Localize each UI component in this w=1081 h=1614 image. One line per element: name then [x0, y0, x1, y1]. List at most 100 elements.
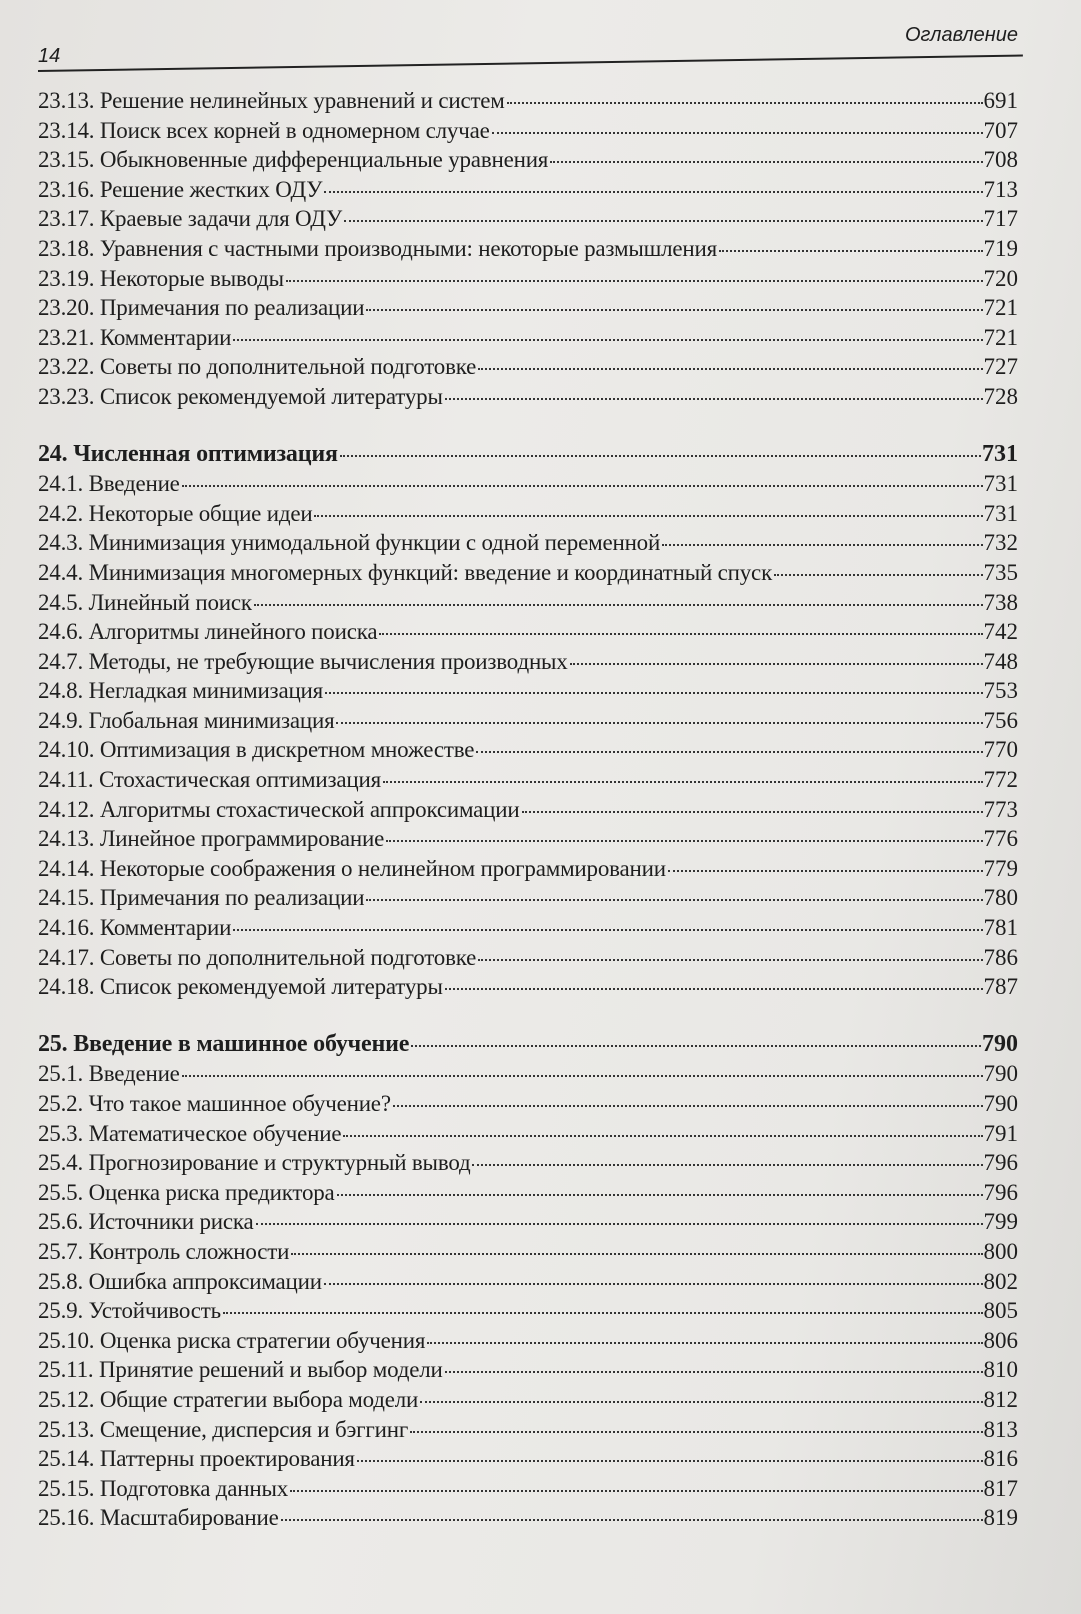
entry-number: 23.23. [38, 383, 95, 409]
entry-number: 24.5. [38, 589, 84, 615]
entry-text: Принятие решений и выбор модели [99, 1357, 443, 1383]
entry-number: 25.3. [38, 1120, 84, 1146]
entry-page: 735 [983, 559, 1019, 585]
entry-title: 25.1. Введение [38, 1059, 180, 1089]
toc-entry: 24.10. Оптимизация в дискретном множеств… [38, 735, 1018, 765]
entry-page: 800 [983, 1238, 1019, 1264]
entry-number: 24.15. [38, 885, 95, 911]
entry-page: 753 [983, 678, 1019, 704]
entry-title: 23.18. Уравнения с частными производными… [38, 234, 717, 264]
entry-text: Оценка риска стратегии обучения [99, 1327, 426, 1353]
toc-entry: 24.15. Примечания по реализации 780 [38, 883, 1018, 913]
entry-text: Введение [88, 1061, 180, 1087]
entry-title: 24.2. Некоторые общие идеи [38, 499, 313, 529]
entry-title: 24.13. Линейное программирование [38, 824, 384, 854]
entry-number: 25.1. [38, 1061, 84, 1087]
dot-leader [478, 958, 983, 961]
toc-entry: 24.17. Советы по дополнительной подготов… [38, 943, 1018, 973]
dot-leader [444, 1371, 983, 1374]
entry-title: 24.17. Советы по дополнительной подготов… [38, 943, 476, 973]
toc-entry: 23.16. Решение жестких ОДУ 713 [38, 175, 1018, 205]
dot-leader [253, 603, 983, 606]
toc-entry: 25.8. Ошибка аппроксимации 802 [38, 1267, 1018, 1297]
entry-number: 24.10. [38, 737, 95, 763]
entry-title: 23.15. Обыкновенные дифференциальные ура… [38, 145, 548, 175]
entry-text: Примечания по реализации [99, 885, 365, 911]
entry-number: 25.5. [38, 1179, 84, 1205]
entry-text: Некоторые общие идеи [88, 500, 313, 526]
toc-entry: 24.7. Методы, не требующие вычисления пр… [38, 647, 1018, 677]
dot-leader [324, 190, 983, 193]
entry-text: Негладкая минимизация [88, 678, 324, 704]
entry-title: 25.9. Устойчивость [38, 1296, 221, 1326]
dot-leader [280, 1519, 983, 1522]
dot-leader [336, 721, 983, 724]
entry-text: Численная оптимизация [73, 440, 338, 467]
entry-text: Минимизация унимодальной функции с одной… [88, 530, 661, 556]
toc-entry: 24.9. Глобальная минимизация 756 [38, 706, 1018, 736]
entry-text: Подготовка данных [99, 1475, 289, 1501]
entry-text: Поиск всех корней в одномерном случае [99, 117, 490, 143]
entry-text: Некоторые соображения о нелинейном прогр… [99, 855, 666, 881]
entry-number: 25. [38, 1030, 68, 1057]
dot-leader [222, 1312, 983, 1315]
entry-page: 731 [983, 500, 1019, 526]
toc-entry: 24.4. Минимизация многомерных функций: в… [38, 558, 1018, 588]
toc-entry: 25.13. Смещение, дисперсия и бэггинг 813 [38, 1415, 1018, 1445]
toc-entry: 24.12. Алгоритмы стохастической аппрокси… [38, 795, 1018, 825]
entry-title: 24.6. Алгоритмы линейного поиска [38, 617, 378, 647]
dot-leader [392, 1105, 983, 1107]
chapter-spacer [38, 412, 1018, 440]
entry-number: 25.16. [38, 1505, 95, 1531]
entry-page: 732 [983, 530, 1019, 556]
entry-title: 25.14. Паттерны проектирования [38, 1444, 355, 1474]
toc-entry: 23.13. Решение нелинейных уравнений и си… [38, 86, 1018, 116]
toc-entry: 24.16. Комментарии 781 [38, 913, 1018, 943]
entry-number: 25.7. [38, 1238, 84, 1264]
entry-text: Линейный поиск [88, 589, 252, 615]
entry-number: 25.8. [38, 1268, 84, 1294]
entry-page: 742 [983, 619, 1019, 645]
dot-leader [427, 1341, 983, 1344]
entry-page: 773 [983, 796, 1019, 822]
dot-leader [366, 309, 983, 312]
entry-number: 25.11. [38, 1357, 94, 1383]
entry-number: 24.2. [38, 500, 84, 526]
dot-leader [233, 929, 983, 932]
dot-leader [521, 810, 983, 813]
dot-leader [233, 338, 983, 341]
running-section-title: Оглавление [904, 24, 1018, 46]
entry-page: 728 [983, 383, 1019, 409]
toc-entry: 25.9. Устойчивость 805 [38, 1296, 1018, 1326]
toc-entry: 25.12. Общие стратегии выбора модели 812 [38, 1385, 1018, 1415]
entry-number: 24.17. [38, 944, 95, 970]
entry-number: 23.14. [38, 117, 95, 143]
chapter-spacer [38, 1002, 1018, 1030]
entry-number: 23.13. [38, 88, 95, 113]
entry-page: 772 [983, 767, 1019, 793]
entry-page: 790 [983, 1091, 1019, 1116]
entry-title: 23.22. Советы по дополнительной подготов… [38, 352, 476, 382]
entry-text: Советы по дополнительной подготовке [99, 354, 477, 380]
entry-text: Ошибка аппроксимации [88, 1268, 322, 1294]
entry-title: 25.12. Общие стратегии выбора модели [38, 1385, 418, 1415]
entry-page: 805 [983, 1298, 1019, 1324]
entry-text: Решение жестких ОДУ [99, 176, 323, 202]
entry-title: 23.21. Комментарии [38, 323, 231, 353]
toc-entry: 24.14. Некоторые соображения о нелинейно… [38, 854, 1018, 884]
entry-text: Масштабирование [99, 1505, 279, 1531]
entry-text: Советы по дополнительной подготовке [99, 944, 477, 970]
entry-number: 24.6. [38, 619, 84, 645]
entry-page: 819 [983, 1505, 1019, 1531]
toc-entry: 24.1. Введение 731 [38, 469, 1018, 499]
entry-text: Решение нелинейных уравнений и систем [99, 88, 505, 113]
entry-page: 748 [983, 648, 1019, 674]
dot-leader [667, 869, 983, 872]
entry-title: 25.8. Ошибка аппроксимации [38, 1267, 322, 1297]
toc-entry: 25.11. Принятие решений и выбор модели 81… [38, 1355, 1018, 1385]
entry-page: 738 [983, 589, 1019, 615]
dot-leader [662, 544, 983, 547]
toc-entry: 23.23. Список рекомендуемой литературы 72… [38, 382, 1018, 412]
entry-title: 25.3. Математическое обучение [38, 1119, 342, 1149]
entry-number: 25.12. [38, 1386, 95, 1412]
